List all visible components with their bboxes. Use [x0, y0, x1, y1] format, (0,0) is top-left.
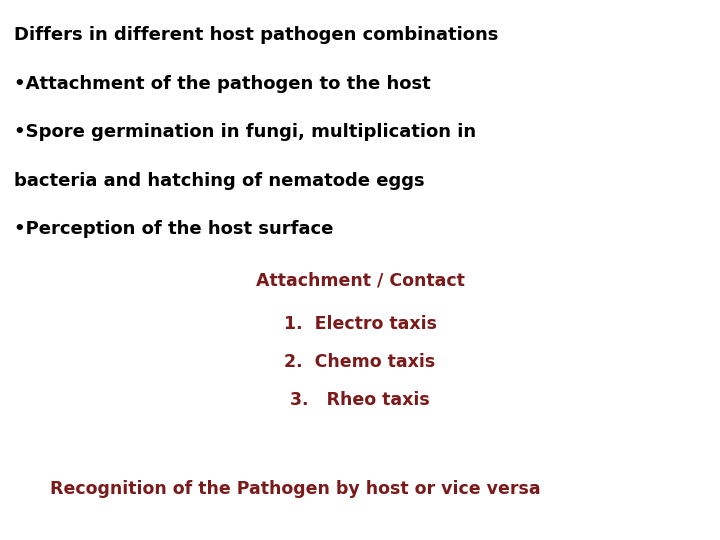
Text: 2.  Chemo taxis: 2. Chemo taxis — [284, 353, 436, 371]
Text: •Spore germination in fungi, multiplication in: •Spore germination in fungi, multiplicat… — [14, 123, 477, 141]
Text: •Perception of the host surface: •Perception of the host surface — [14, 220, 334, 239]
Text: bacteria and hatching of nematode eggs: bacteria and hatching of nematode eggs — [14, 172, 425, 190]
Text: Attachment / Contact: Attachment / Contact — [256, 272, 464, 290]
Text: Recognition of the Pathogen by host or vice versa: Recognition of the Pathogen by host or v… — [50, 480, 541, 498]
Text: 1.  Electro taxis: 1. Electro taxis — [284, 315, 436, 333]
Text: Differs in different host pathogen combinations: Differs in different host pathogen combi… — [14, 26, 499, 44]
Text: 3.   Rheo taxis: 3. Rheo taxis — [290, 390, 430, 409]
Text: •Attachment of the pathogen to the host: •Attachment of the pathogen to the host — [14, 75, 431, 93]
